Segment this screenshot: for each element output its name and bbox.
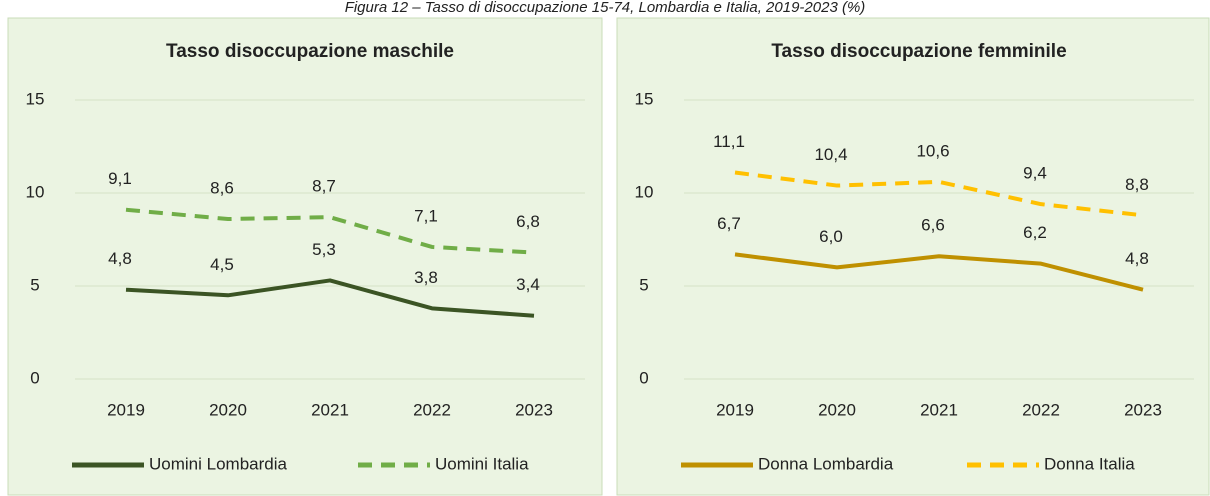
data-label: 5,3 xyxy=(312,240,336,259)
x-tick-label: 2022 xyxy=(1022,400,1060,419)
data-label: 10,4 xyxy=(814,145,847,164)
data-label: 6,6 xyxy=(921,216,945,235)
x-tick-label: 2022 xyxy=(413,400,451,419)
data-label: 3,4 xyxy=(516,275,540,294)
x-tick-label: 2019 xyxy=(716,400,754,419)
y-tick-label: 15 xyxy=(26,89,45,108)
y-tick-label: 5 xyxy=(639,275,648,294)
data-label: 7,1 xyxy=(414,206,438,225)
y-tick-label: 10 xyxy=(635,182,654,201)
chart-title: Tasso disoccupazione femminile xyxy=(771,41,1066,62)
x-tick-label: 2023 xyxy=(515,400,553,419)
data-label: 8,7 xyxy=(312,177,336,196)
legend-label: Uomini Italia xyxy=(435,454,529,473)
data-label: 3,8 xyxy=(414,268,438,287)
data-label: 4,8 xyxy=(1125,249,1149,268)
chart-title: Tasso disoccupazione maschile xyxy=(166,41,454,62)
data-label: 6,2 xyxy=(1023,223,1047,242)
data-label: 10,6 xyxy=(916,141,949,160)
x-tick-label: 2021 xyxy=(920,400,958,419)
data-label: 6,8 xyxy=(516,212,540,231)
series-line xyxy=(125,278,535,318)
legend-label: Donna Italia xyxy=(1044,454,1135,473)
data-label: 11,1 xyxy=(713,132,745,151)
caption: Figura 12 – Tasso di disoccupazione 15-7… xyxy=(345,0,866,16)
y-tick-label: 5 xyxy=(30,275,39,294)
y-tick-label: 10 xyxy=(26,182,45,201)
data-label: 4,5 xyxy=(210,255,234,274)
y-tick-label: 0 xyxy=(30,368,39,387)
data-label: 6,7 xyxy=(717,214,741,233)
panel xyxy=(616,17,1210,496)
data-label: 9,1 xyxy=(108,169,132,188)
data-label: 8,8 xyxy=(1125,175,1149,194)
x-tick-label: 2023 xyxy=(1124,400,1162,419)
data-label: 6,0 xyxy=(819,227,843,246)
series-line xyxy=(734,252,1144,292)
legend-label: Uomini Lombardia xyxy=(149,454,287,473)
data-label: 9,4 xyxy=(1023,164,1047,183)
x-tick-label: 2019 xyxy=(107,400,145,419)
y-tick-label: 0 xyxy=(639,368,648,387)
x-tick-label: 2021 xyxy=(311,400,349,419)
panel xyxy=(7,17,603,496)
data-label: 4,8 xyxy=(108,249,132,268)
x-tick-label: 2020 xyxy=(818,400,856,419)
data-label: 8,6 xyxy=(210,179,234,198)
x-tick-label: 2020 xyxy=(209,400,247,419)
y-tick-label: 15 xyxy=(635,89,654,108)
legend-label: Donna Lombardia xyxy=(758,454,894,473)
